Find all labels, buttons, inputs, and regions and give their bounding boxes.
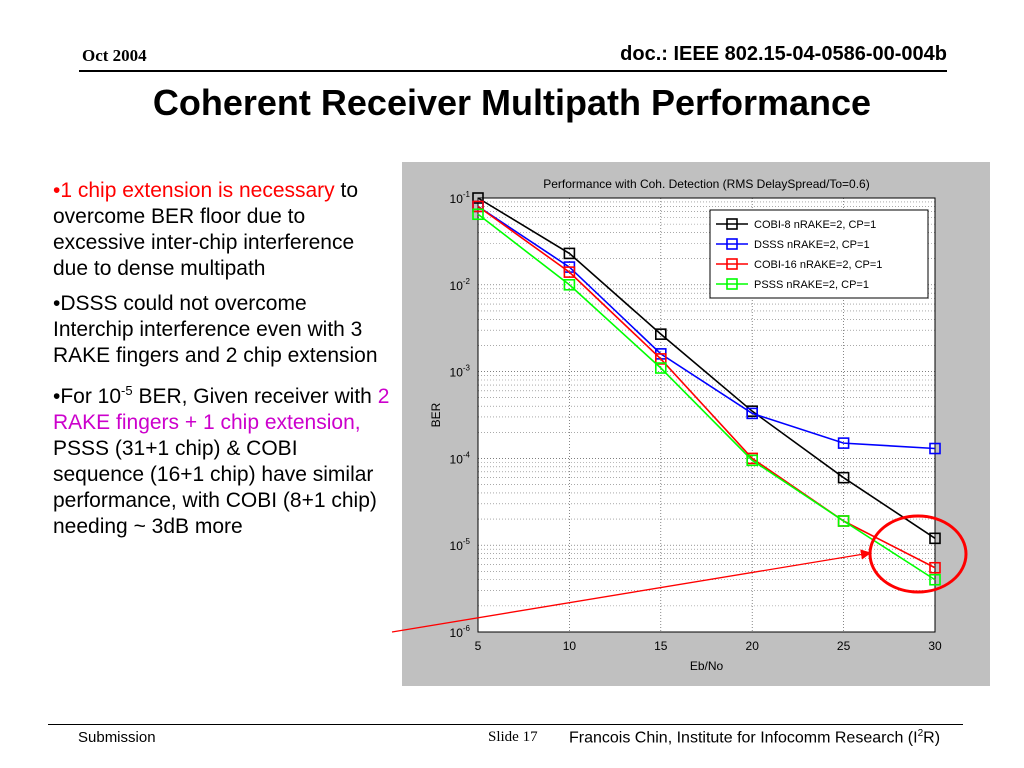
y-tick-exponent: -6 [463, 624, 471, 633]
y-tick-exponent: -4 [463, 450, 471, 459]
series-3-point [746, 454, 759, 467]
series-0-point [929, 532, 941, 545]
series-2-point [563, 266, 576, 278]
series-1-point [929, 442, 941, 455]
series-line-2 [477, 205, 936, 569]
x-tick-label: 5 [475, 639, 482, 653]
x-tick-label: 25 [837, 639, 851, 653]
series-0-point [837, 471, 850, 484]
legend-entry: PSSS nRAKE=2, CP=1 [754, 279, 869, 291]
x-tick-label: 15 [654, 639, 668, 653]
series-line-3 [477, 213, 936, 581]
axes-box [477, 197, 936, 633]
chart-title: Performance with Coh. Detection (RMS Del… [543, 177, 869, 191]
series-3-point [563, 279, 576, 291]
legend-entry: COBI-8 nRAKE=2, CP=1 [754, 219, 876, 231]
footer-divider [48, 724, 963, 725]
header-divider [79, 70, 947, 72]
x-tick-label: 30 [928, 639, 942, 653]
series-3-point [472, 208, 484, 221]
series-3-point [655, 362, 667, 374]
series-1-point [837, 437, 850, 449]
y-tick-exponent: -1 [463, 190, 471, 199]
legend-swatch-marker [726, 238, 738, 250]
x-axis-label: Eb/No [690, 659, 724, 673]
bullet-list: •1 chip extension is necessary to overco… [53, 178, 393, 549]
legend-swatch-marker [726, 258, 738, 270]
footer-submission: Submission [78, 729, 156, 746]
header-date: Oct 2004 [82, 46, 147, 65]
series-0-point [472, 192, 484, 204]
legend-entry: DSSS nRAKE=2, CP=1 [754, 239, 870, 251]
bullet-3-exponent: -5 [121, 383, 133, 398]
bullet-3-text: PSSS (31+1 chip) & COBI sequence (16+1 c… [53, 437, 377, 538]
series-3-point [929, 573, 941, 586]
bullet-3-highlight: 2 RAKE fingers + 1 chip extension, [53, 385, 390, 434]
y-tick-exponent: -5 [463, 537, 471, 546]
legend-swatch-marker [726, 218, 738, 230]
y-tick-exponent: -2 [463, 277, 471, 286]
series-2-point [929, 561, 941, 574]
series-0-point [655, 328, 667, 340]
y-tick-exponent: -3 [463, 364, 471, 373]
x-tick-label: 10 [563, 639, 577, 653]
bullet-2: •DSSS could not overcome Interchip inter… [53, 292, 378, 367]
footer-author-text: Francois Chin, Institute for Infocomm Re… [569, 729, 918, 747]
series-3-point [837, 515, 850, 527]
series-line-0 [477, 197, 936, 539]
series-2-point [472, 200, 484, 213]
bullet-1-highlight: •1 chip extension is necessary [53, 179, 335, 202]
series-2-point [655, 353, 667, 365]
series-1-point [746, 407, 759, 420]
ber-chart: Performance with Coh. Detection (RMS Del… [429, 177, 942, 673]
bullet-1-text: to overcome BER floor due to excessive i… [53, 179, 359, 280]
footer-slide-number: Slide 17 [488, 729, 538, 745]
x-tick-label: 20 [746, 639, 760, 653]
highlight-ellipse [868, 514, 968, 594]
header-doc-id: doc.: IEEE 802.15-04-0586-00-004b [620, 43, 947, 65]
footer-author-sup: 2 [917, 728, 924, 739]
legend-entry: COBI-16 nRAKE=2, CP=1 [754, 259, 882, 271]
footer-author: Francois Chin, Institute for Infocomm Re… [569, 728, 940, 747]
slide-title: Coherent Receiver Multipath Performance [152, 82, 872, 123]
bullet-1: •1 chip extension is necessary to overco… [53, 178, 393, 282]
bullet-3-prefix: •For 10 [53, 385, 122, 408]
annotation-arrow [391, 549, 872, 633]
series-0-point [563, 247, 576, 260]
legend-swatch-marker [726, 278, 738, 290]
series-line-1 [477, 205, 936, 450]
y-axis-label: BER [429, 402, 443, 427]
bullet-3: •For 10-5 BER, Given receiver with 2 RAK… [53, 378, 393, 540]
footer-author-end: R) [923, 729, 941, 747]
bullet-3-mid: BER, Given receiver with [132, 385, 378, 408]
